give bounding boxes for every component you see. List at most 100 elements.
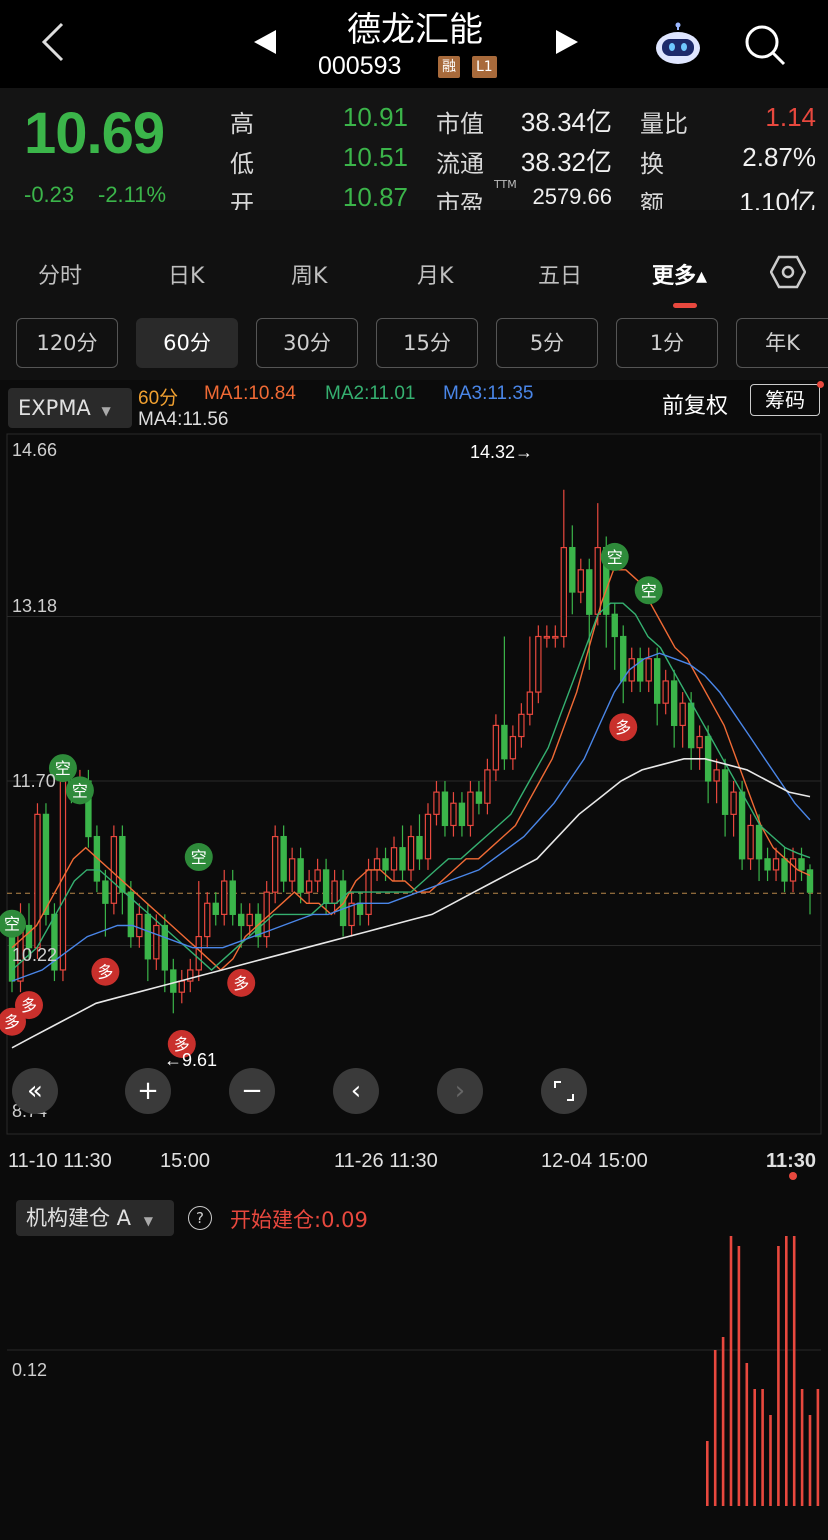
candle-body — [806, 869, 814, 893]
candle-body — [348, 902, 355, 927]
candle-body — [611, 613, 618, 638]
fullscreen-button[interactable] — [541, 1068, 587, 1114]
high-annotation: 14.32→ — [470, 442, 534, 462]
candle-body — [136, 913, 143, 938]
chip-button[interactable]: 筹码 — [750, 384, 820, 416]
signal-marker — [600, 542, 629, 571]
candle-body — [407, 835, 415, 871]
tab-more[interactable]: 更多▴ — [652, 264, 708, 289]
sub-indicator-selector[interactable]: 机构建仓 A ▼ — [16, 1200, 174, 1236]
candle-body — [543, 635, 551, 639]
sub-bar — [769, 1415, 772, 1506]
candle-body — [246, 913, 253, 927]
sub-bar — [706, 1441, 709, 1506]
candle-body — [102, 880, 109, 904]
x-tick-4: 11:30 — [766, 1150, 817, 1172]
candle-body — [687, 702, 695, 749]
indicator-selector[interactable]: EXPMA ▼ — [8, 388, 132, 428]
stock-name: 德龙汇能 — [347, 10, 483, 50]
candle-body — [204, 902, 211, 938]
settings-button[interactable] — [769, 254, 807, 294]
signal-label: 空 — [607, 548, 623, 567]
sub-y-tick: 0.12 — [12, 1360, 48, 1380]
signal-label: 多 — [21, 996, 37, 1015]
x-tick-1: 15:00 — [160, 1150, 211, 1172]
prev-stock-button[interactable] — [252, 28, 278, 60]
adjust-mode[interactable]: 前复权 — [662, 394, 729, 419]
candle-body — [560, 546, 568, 638]
period-60m[interactable]: 60分 — [136, 318, 238, 368]
active-tab-underline — [673, 303, 697, 308]
sub-bar — [753, 1389, 756, 1506]
assistant-button[interactable] — [652, 22, 704, 66]
period-30m[interactable]: 30分 — [256, 318, 358, 368]
zoom-out-button[interactable]: − — [229, 1068, 275, 1114]
period-15m[interactable]: 15分 — [376, 318, 478, 368]
signal-label: 多 — [174, 1035, 190, 1054]
candle-body — [382, 858, 389, 871]
candle-body — [424, 813, 432, 860]
candle-body — [110, 835, 118, 904]
indicator-name: EXPMA — [18, 396, 91, 420]
period-1m[interactable]: 1分 — [616, 318, 718, 368]
candle-body — [280, 835, 287, 882]
sub-indicator-name: 机构建仓 A — [26, 1206, 132, 1230]
candle-body — [730, 791, 737, 815]
candle-body — [331, 880, 338, 904]
notification-dot — [817, 381, 824, 388]
caret-down-icon: ▼ — [101, 404, 111, 418]
candle-body — [577, 569, 584, 593]
candle-body — [475, 791, 483, 804]
triangle-left-icon — [254, 30, 276, 54]
sub-indicator-chart — [7, 1236, 821, 1506]
hexagon-settings-icon — [769, 255, 807, 289]
tab-daily[interactable]: 日K — [168, 264, 205, 289]
candle-body — [238, 913, 245, 927]
tab-five-day[interactable]: 五日 — [538, 264, 583, 289]
low-annotation: ←9.61 — [164, 1050, 218, 1070]
zoom-in-button[interactable]: + — [125, 1068, 171, 1114]
period-yearly[interactable]: 年K — [736, 318, 828, 368]
tab-weekly[interactable]: 周K — [291, 264, 328, 289]
candle-body — [212, 902, 219, 915]
candle-body — [721, 769, 729, 815]
search-button[interactable] — [742, 22, 788, 68]
scroll-left-button[interactable]: ‹ — [333, 1068, 379, 1114]
period-120m[interactable]: 120分 — [16, 318, 118, 368]
signal-marker — [91, 957, 120, 986]
candle-body — [509, 735, 517, 760]
candle-body — [263, 891, 270, 938]
high-label: 高 — [230, 110, 254, 138]
sub-indicator-signal: 开始建仓:0.09 — [230, 1208, 368, 1232]
candle-body — [450, 802, 457, 827]
y-tick-3: 10.22 — [12, 945, 58, 965]
period-5m[interactable]: 5分 — [496, 318, 598, 368]
signal-marker — [167, 1029, 196, 1058]
back-button[interactable] — [38, 20, 78, 66]
signal-label: 空 — [4, 915, 20, 934]
float-value: 38.32亿 — [520, 147, 612, 177]
kline-tabs — [0, 210, 828, 310]
signal-marker — [14, 991, 43, 1020]
low-label: 低 — [230, 150, 254, 178]
sub-bar — [713, 1350, 717, 1506]
signal-label: 空 — [72, 781, 88, 800]
candle-body — [322, 869, 330, 904]
signal-label: 空 — [191, 848, 207, 867]
candle-body — [390, 847, 398, 871]
fast-back-button[interactable]: « — [12, 1068, 58, 1114]
caret-down-icon: ▼ — [143, 1214, 153, 1228]
tab-monthly[interactable]: 月K — [417, 264, 454, 289]
margin-tag: 融 — [438, 56, 460, 78]
low-value: 10.51 — [342, 142, 408, 172]
signal-label: 多 — [97, 963, 113, 982]
next-stock-button[interactable] — [554, 28, 580, 60]
candle-body — [484, 769, 491, 804]
candle-body — [713, 769, 720, 782]
signal-label: 多 — [615, 718, 631, 737]
tab-intraday[interactable]: 分时 — [38, 264, 83, 289]
ma-line-ma1 — [11, 569, 811, 971]
scroll-right-button[interactable]: › — [437, 1068, 483, 1114]
question-circle-icon[interactable]: ? — [188, 1206, 212, 1230]
